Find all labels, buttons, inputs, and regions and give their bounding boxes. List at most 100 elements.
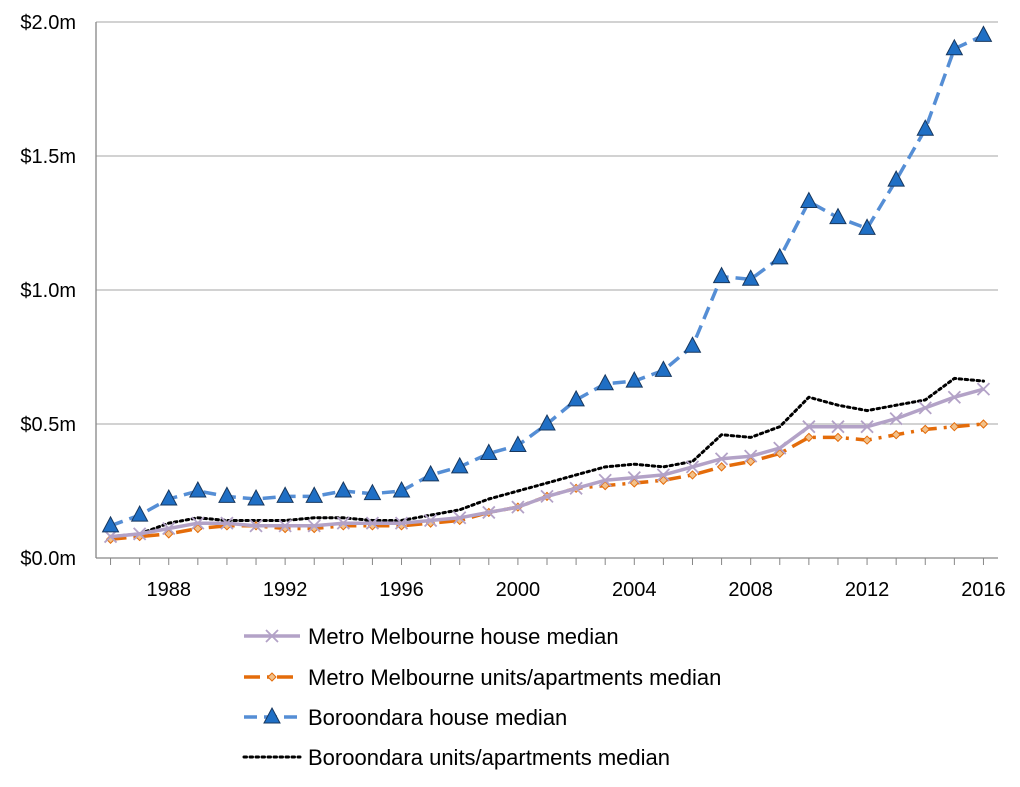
data-point: [567, 389, 585, 407]
data-point: [685, 460, 700, 474]
data-point: [804, 432, 814, 443]
data-point: [162, 521, 176, 536]
data-point: [629, 478, 639, 488]
data-point: [833, 432, 843, 443]
data-point: [218, 486, 236, 503]
x-tick-label: 2004: [612, 579, 657, 601]
data-point: [363, 483, 382, 501]
data-point: [278, 519, 292, 533]
data-point: [831, 420, 845, 434]
y-tick-label: $0.5m: [20, 414, 76, 436]
legend: Metro Melbourne house median Metro Melbou…: [242, 624, 721, 770]
data-point: [862, 435, 872, 445]
data-point: [453, 511, 467, 525]
data-point: [773, 441, 787, 455]
data-point: [450, 456, 469, 474]
x-tick-label: 1988: [146, 579, 191, 601]
data-point: [307, 519, 321, 533]
series-3: [101, 25, 993, 533]
legend-marker: [267, 672, 277, 682]
data-point: [918, 401, 932, 415]
data-point: [829, 207, 847, 225]
data-point: [745, 456, 756, 467]
data-point: [249, 519, 263, 533]
legend-label: Metro Melbourne house median: [308, 624, 619, 649]
y-tick-label: $1.5m: [20, 146, 76, 168]
data-point: [945, 38, 964, 56]
data-point: [365, 516, 380, 530]
data-point: [509, 435, 527, 452]
data-point: [887, 170, 905, 187]
data-point: [596, 373, 615, 391]
data-point: [714, 452, 729, 466]
data-point: [276, 486, 294, 503]
data-point: [974, 25, 993, 42]
data-point: [949, 421, 960, 432]
x-tick-labels: 1988 1992 1996 2000 2004 2008 2012 2016: [146, 579, 1005, 601]
data-point: [741, 269, 760, 286]
series-4: [109, 376, 985, 539]
data-point: [889, 412, 903, 426]
series-line: [110, 387, 984, 539]
data-point: [891, 430, 901, 440]
data-point: [800, 191, 818, 209]
data-point: [538, 413, 556, 431]
legend-item: Boroondara units/apartments median: [242, 745, 670, 770]
data-point: [392, 480, 411, 498]
data-point: [683, 336, 702, 353]
series-layer: [101, 25, 993, 544]
data-point: [775, 448, 785, 459]
data-point: [654, 360, 673, 377]
legend-item: Boroondara house median: [244, 705, 567, 730]
data-point: [540, 489, 554, 503]
data-point: [916, 119, 935, 136]
data-point: [421, 464, 440, 482]
data-point: [598, 473, 612, 487]
x-tick-label: 2008: [728, 579, 773, 601]
data-point: [189, 480, 207, 498]
data-point: [744, 449, 758, 463]
data-point: [625, 371, 644, 388]
data-point: [305, 486, 324, 503]
data-point: [103, 529, 118, 544]
data-point: [658, 475, 669, 485]
legend-marker: [265, 629, 279, 643]
data-point: [511, 500, 525, 514]
x-tick-label: 2016: [961, 579, 1006, 601]
data-point: [600, 480, 610, 491]
data-point: [770, 247, 789, 265]
data-point: [627, 470, 641, 485]
x-tick-label: 1996: [379, 579, 424, 601]
data-point: [802, 420, 816, 434]
data-point: [858, 218, 876, 235]
axes: [95, 22, 998, 565]
data-point: [336, 516, 350, 530]
series-line: [109, 33, 985, 528]
data-point: [920, 424, 930, 435]
data-point: [978, 419, 989, 429]
series-1: [103, 382, 991, 544]
data-point: [479, 443, 498, 460]
data-point: [220, 516, 234, 530]
data-point: [482, 505, 496, 520]
legend-label: Metro Melbourne units/apartments median: [308, 665, 721, 690]
data-point: [394, 516, 409, 530]
data-point: [191, 516, 205, 530]
data-point: [947, 390, 961, 404]
data-point: [423, 513, 438, 528]
data-point: [130, 505, 149, 522]
data-point: [247, 488, 265, 506]
x-tick-label: 2012: [845, 579, 890, 601]
x-tick-label: 2000: [496, 579, 541, 601]
y-tick-label: $2.0m: [20, 12, 76, 34]
series-line: [109, 376, 985, 539]
data-point: [193, 523, 203, 534]
data-point: [569, 481, 583, 495]
legend-label: Boroondara house median: [308, 705, 567, 730]
data-point: [656, 468, 671, 482]
data-point: [860, 420, 874, 434]
legend-marker: [263, 706, 281, 724]
data-point: [716, 462, 727, 472]
gridlines: [96, 21, 998, 425]
